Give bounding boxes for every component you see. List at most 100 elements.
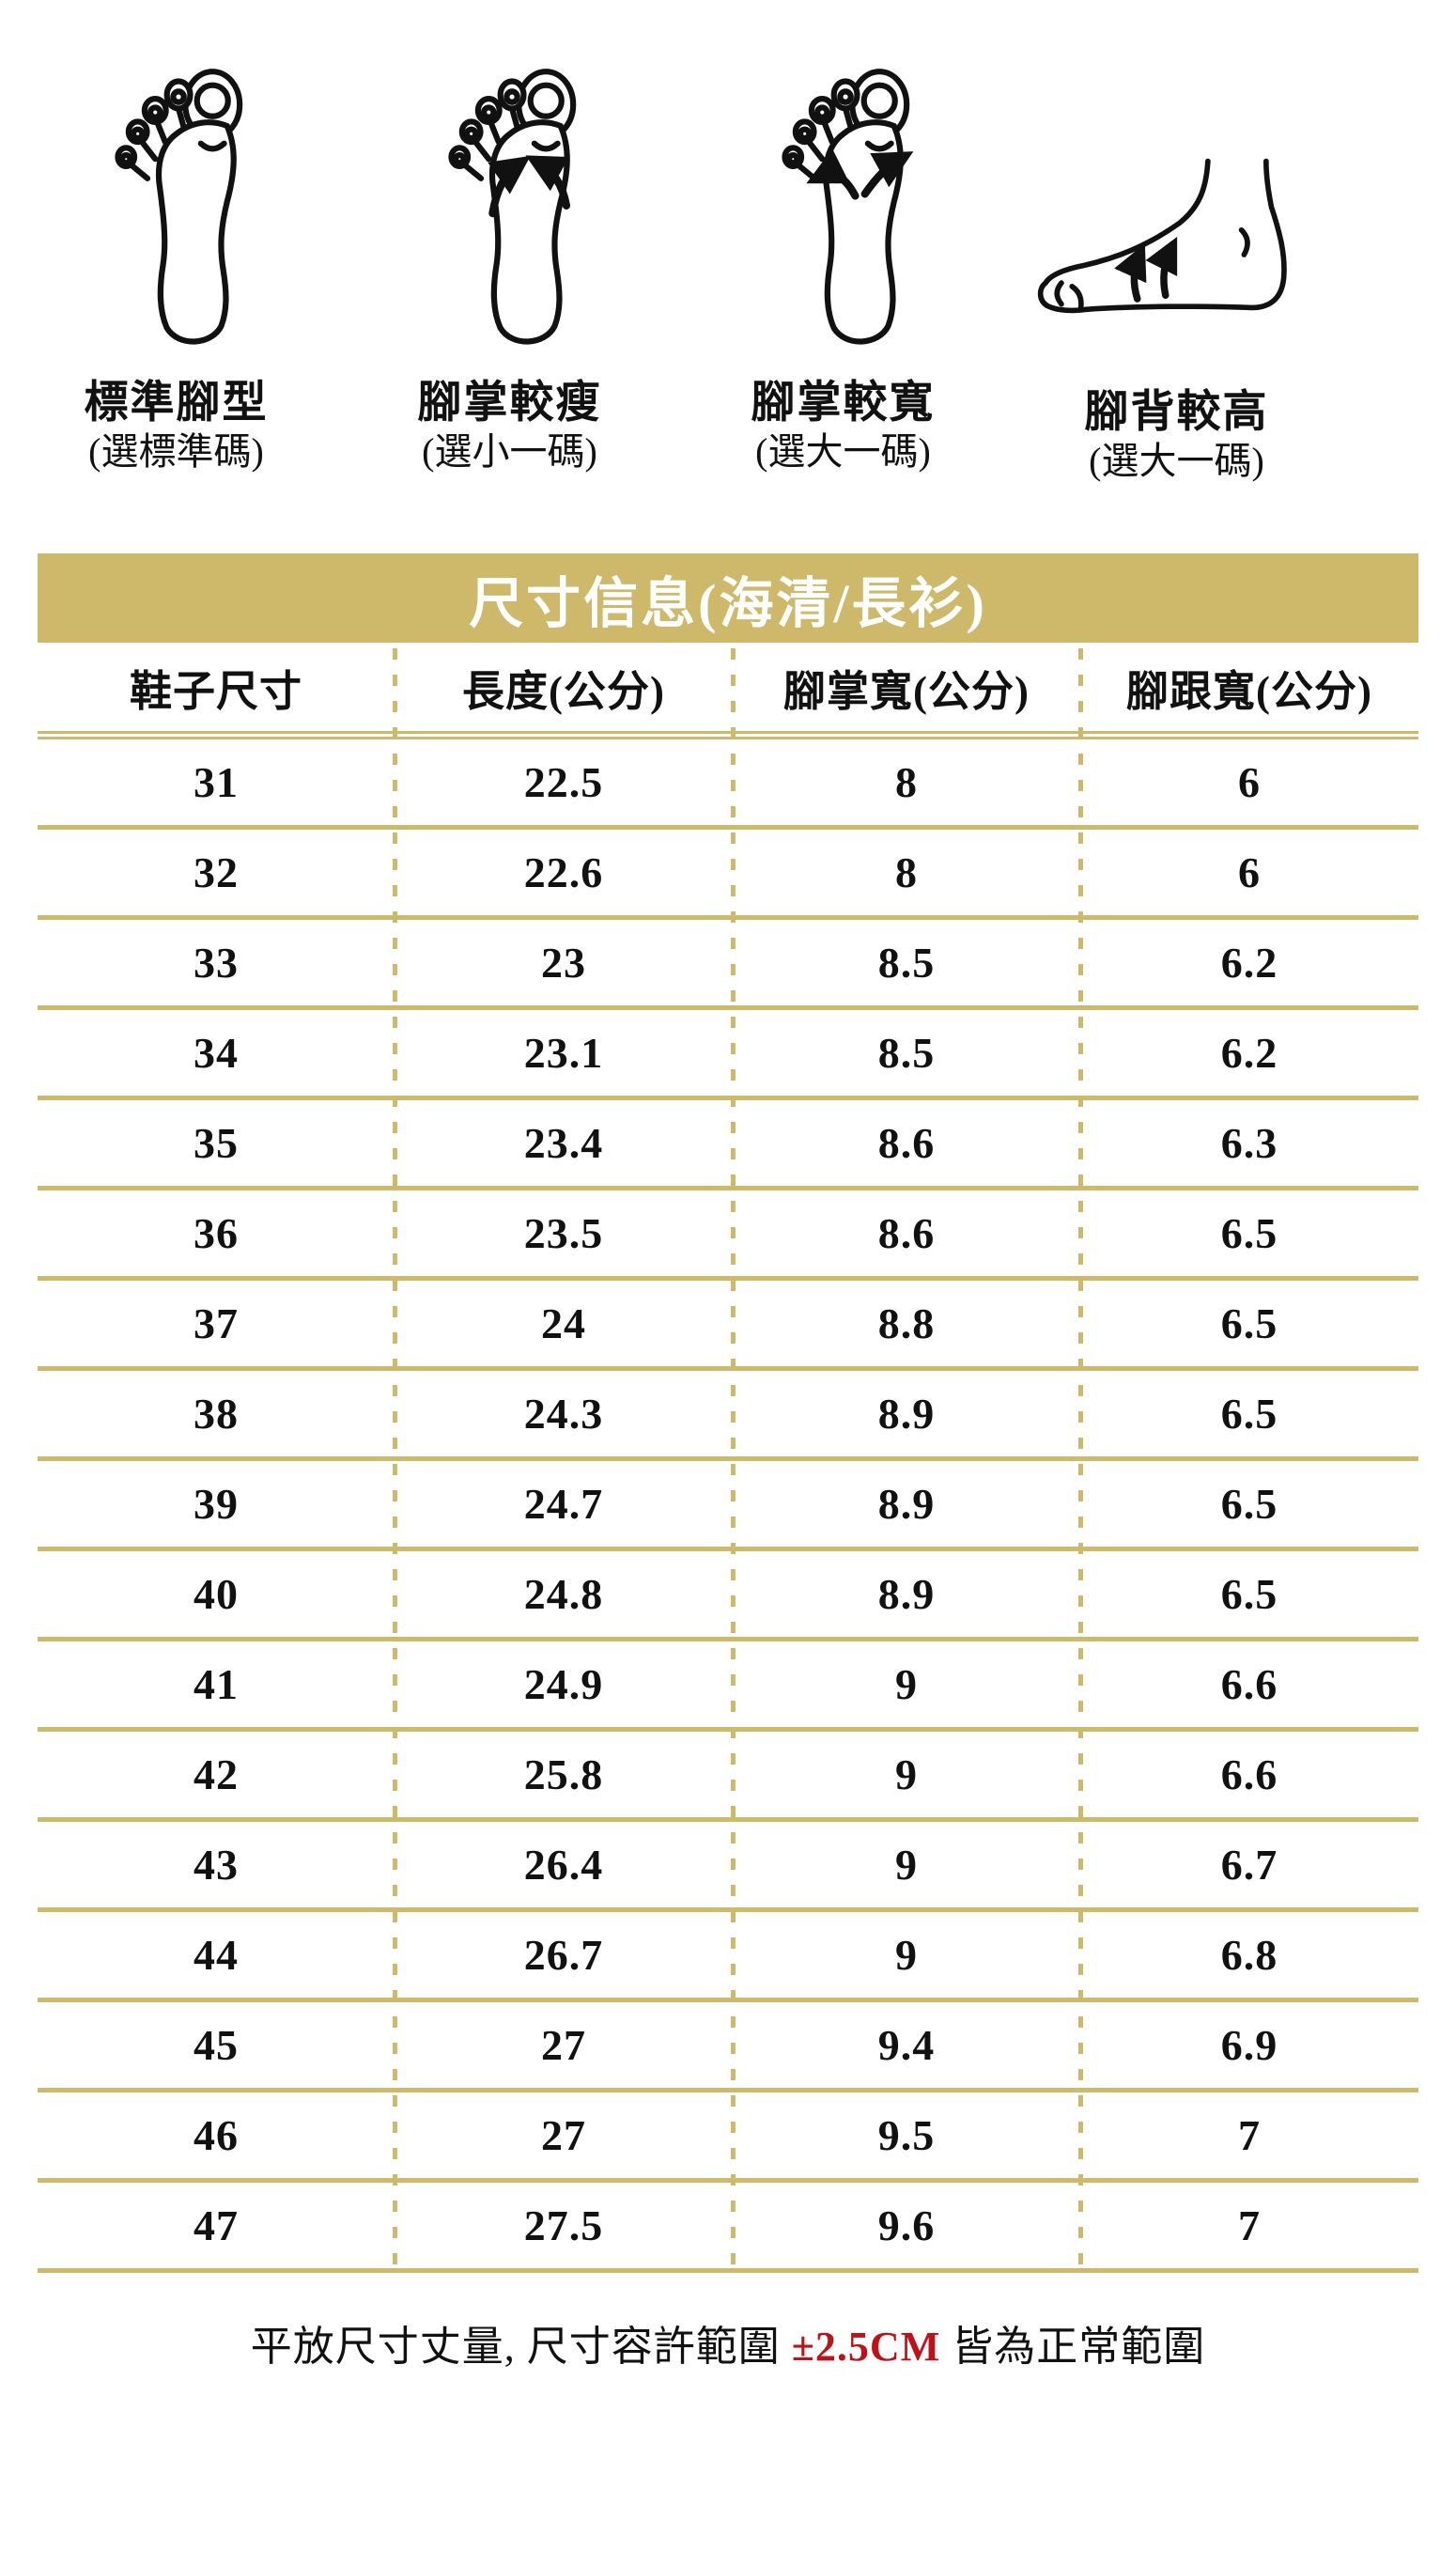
heel-width-value: 6.6 — [1220, 1750, 1278, 1798]
table-row: 34 23.1 8.5 6.2 — [38, 1010, 1418, 1100]
heel-width-value: 6 — [1237, 758, 1261, 806]
shoe-size-value: 46 — [193, 2111, 239, 2159]
foot-type-standard: 標準腳型 (選標準碼) — [9, 58, 343, 480]
shoe-size-value: 35 — [193, 1119, 239, 1167]
footprint-wide-icon — [773, 58, 914, 357]
heel-width-value: 6.7 — [1220, 1841, 1278, 1889]
table-row: 32 22.6 8 6 — [38, 830, 1418, 920]
foot-type-label: 腳掌較瘦 — [417, 379, 602, 428]
ball-width-value: 9.5 — [877, 2111, 936, 2159]
shoe-size-value: 44 — [193, 1931, 239, 1979]
ball-width-value: 8.8 — [877, 1299, 936, 1347]
length-value: 24.9 — [523, 1660, 604, 1708]
table-row: 35 23.4 8.6 6.3 — [38, 1100, 1418, 1190]
shoe-size-value: 39 — [193, 1480, 239, 1528]
length-value: 27.5 — [523, 2201, 604, 2249]
ball-width-value: 8 — [894, 758, 918, 806]
heel-width-value: 6.8 — [1220, 1931, 1278, 1979]
column-header-ball-width: 腳掌寬(公分) — [782, 667, 1030, 715]
ball-width-value: 9 — [894, 1660, 918, 1708]
length-value: 23.5 — [523, 1209, 604, 1257]
table-header-row: 鞋子尺寸 長度(公分) 腳掌寬(公分) 腳跟寬(公分) — [38, 643, 1418, 739]
heel-width-value: 7 — [1237, 2201, 1261, 2249]
length-value: 24.8 — [523, 1570, 604, 1618]
foot-type-narrow: 腳掌較瘦 (選小一碼) — [343, 58, 676, 480]
table-row: 42 25.8 9 6.6 — [38, 1732, 1418, 1822]
heel-width-value: 6.3 — [1220, 1119, 1278, 1167]
heel-width-value: 6.2 — [1220, 939, 1278, 987]
table-row: 41 24.9 9 6.6 — [38, 1641, 1418, 1732]
ball-width-value: 9.6 — [877, 2201, 936, 2249]
column-header-shoe-size: 鞋子尺寸 — [129, 667, 302, 715]
table-row: 33 23 8.5 6.2 — [38, 920, 1418, 1010]
table-row: 37 24 8.8 6.5 — [38, 1281, 1418, 1371]
length-value: 27 — [540, 2111, 586, 2159]
column-header-length: 長度(公分) — [461, 667, 665, 715]
ball-width-value: 8.9 — [877, 1480, 936, 1528]
foot-type-wide: 腳掌較寬 (選大一碼) — [676, 58, 1010, 480]
ball-width-value: 8.6 — [877, 1209, 936, 1257]
size-table: 鞋子尺寸 長度(公分) 腳掌寬(公分) 腳跟寬(公分) 31 22.5 8 6 … — [38, 643, 1418, 2273]
foot-type-high-instep: 腳背較高 (選大一碼) — [1010, 58, 1343, 480]
length-value: 24.3 — [523, 1390, 604, 1438]
heel-width-value: 6.5 — [1220, 1570, 1278, 1618]
foot-types-row: 標準腳型 (選標準碼) — [0, 0, 1456, 480]
footer-note: 平放尺寸丈量, 尺寸容許範圍 ±2.5CM 皆為正常範圍 — [0, 2312, 1456, 2372]
table-row: 45 27 9.4 6.9 — [38, 2002, 1418, 2092]
shoe-size-value: 41 — [193, 1660, 239, 1708]
table-row: 38 24.3 8.9 6.5 — [38, 1371, 1418, 1461]
length-value: 23 — [540, 939, 586, 987]
tolerance-highlight: ±2.5CM — [791, 2324, 941, 2370]
ball-width-value: 9 — [894, 1750, 918, 1798]
ball-width-value: 8.5 — [877, 939, 936, 987]
table-row: 40 24.8 8.9 6.5 — [38, 1551, 1418, 1641]
size-section: 尺寸信息(海清/長衫) 鞋子尺寸 長度(公分) 腳掌寬(公分) 腳跟寬(公分) … — [38, 553, 1418, 2273]
ball-width-value: 8 — [894, 848, 918, 896]
length-value: 24.7 — [523, 1480, 604, 1528]
table-row: 46 27 9.5 7 — [38, 2092, 1418, 2183]
heel-width-value: 6.5 — [1220, 1390, 1278, 1438]
shoe-size-value: 42 — [193, 1750, 239, 1798]
length-value: 27 — [540, 2021, 586, 2069]
ball-width-value: 9 — [894, 1931, 918, 1979]
foot-side-high-instep-icon — [1031, 58, 1323, 357]
heel-width-value: 6.9 — [1220, 2021, 1278, 2069]
foot-type-label: 腳背較高 — [1084, 388, 1269, 437]
heel-width-value: 6.6 — [1220, 1660, 1278, 1708]
ball-width-value: 9 — [894, 1841, 918, 1889]
foot-type-label: 標準腳型 — [84, 379, 269, 428]
shoe-size-value: 37 — [193, 1299, 239, 1347]
column-header-heel-width: 腳跟寬(公分) — [1125, 667, 1372, 715]
shoe-size-value: 36 — [193, 1209, 239, 1257]
shoe-size-value: 33 — [193, 939, 239, 987]
length-value: 26.4 — [523, 1841, 604, 1889]
table-row: 43 26.4 9 6.7 — [38, 1822, 1418, 1912]
heel-width-value: 6.5 — [1220, 1209, 1278, 1257]
length-value: 22.6 — [523, 848, 604, 896]
footprint-narrow-icon — [440, 58, 581, 357]
foot-type-advice: (選標準碼) — [88, 430, 264, 473]
length-value: 23.1 — [523, 1029, 604, 1077]
shoe-size-value: 34 — [193, 1029, 239, 1077]
shoe-size-value: 45 — [193, 2021, 239, 2069]
ball-width-value: 8.6 — [877, 1119, 936, 1167]
heel-width-value: 6 — [1237, 848, 1261, 896]
table-row: 44 26.7 9 6.8 — [38, 1912, 1418, 2002]
heel-width-value: 6.5 — [1220, 1299, 1278, 1347]
shoe-size-value: 47 — [193, 2201, 239, 2249]
table-row: 31 22.5 8 6 — [38, 739, 1418, 830]
table-row: 39 24.7 8.9 6.5 — [38, 1461, 1418, 1551]
foot-type-advice: (選大一碼) — [1089, 440, 1264, 482]
size-table-title: 尺寸信息(海清/長衫) — [38, 553, 1418, 643]
table-row: 36 23.5 8.6 6.5 — [38, 1190, 1418, 1281]
shoe-size-value: 38 — [193, 1390, 239, 1438]
footprint-standard-icon — [106, 58, 247, 357]
heel-width-value: 6.5 — [1220, 1480, 1278, 1528]
foot-type-advice: (選大一碼) — [755, 430, 931, 473]
heel-width-value: 6.2 — [1220, 1029, 1278, 1077]
shoe-size-value: 43 — [193, 1841, 239, 1889]
size-table-body: 31 22.5 8 6 32 22.6 8 6 33 23 8.5 6.2 34… — [38, 739, 1418, 2273]
ball-width-value: 8.9 — [877, 1390, 936, 1438]
heel-width-value: 7 — [1237, 2111, 1261, 2159]
footer-note-suffix: 皆為正常範圍 — [940, 2324, 1206, 2370]
